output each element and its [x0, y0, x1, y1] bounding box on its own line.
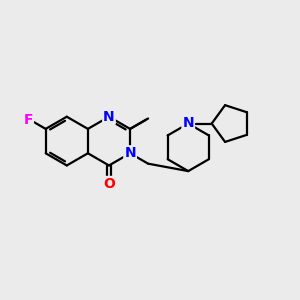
Text: O: O [103, 177, 115, 191]
Text: F: F [23, 113, 33, 127]
Text: N: N [103, 110, 115, 124]
Text: N: N [124, 146, 136, 160]
Text: N: N [182, 116, 194, 130]
